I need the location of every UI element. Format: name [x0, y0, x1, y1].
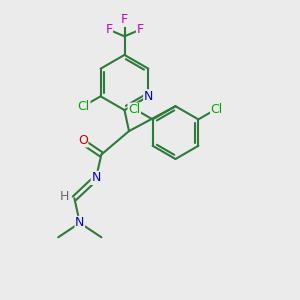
- Text: F: F: [136, 23, 144, 36]
- Text: H: H: [60, 190, 70, 203]
- Text: F: F: [121, 13, 128, 26]
- Text: Cl: Cl: [128, 103, 140, 116]
- Text: N: N: [91, 171, 101, 184]
- Text: Cl: Cl: [78, 100, 90, 112]
- Text: O: O: [78, 134, 88, 147]
- Text: N: N: [144, 90, 153, 103]
- Text: Cl: Cl: [211, 103, 223, 116]
- Text: F: F: [105, 23, 112, 36]
- Text: N: N: [75, 216, 85, 230]
